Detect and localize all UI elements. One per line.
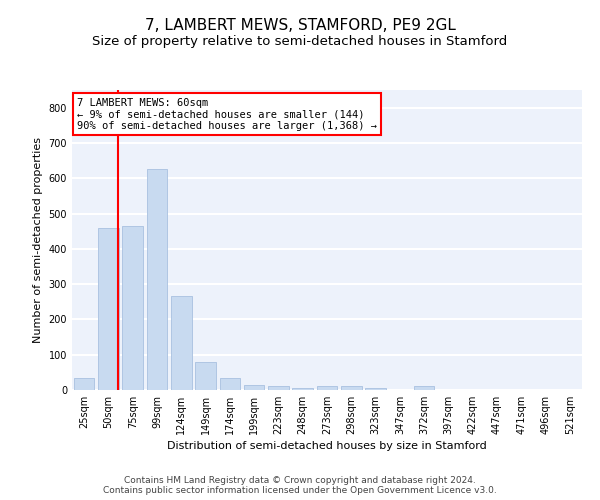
Bar (98, 228, 119, 390)
Bar (244, 384, 265, 390)
Text: 7 LAMBERT MEWS: 60sqm
← 9% of semi-detached houses are smaller (144)
90% of semi: 7 LAMBERT MEWS: 60sqm ← 9% of semi-detac… (77, 98, 377, 130)
Bar (122, 226, 143, 390)
Text: 7, LAMBERT MEWS, STAMFORD, PE9 2GL: 7, LAMBERT MEWS, STAMFORD, PE9 2GL (145, 18, 455, 32)
Y-axis label: Number of semi-detached properties: Number of semi-detached properties (33, 137, 43, 343)
Bar (74, 378, 94, 390)
Bar (341, 386, 362, 390)
Bar (268, 386, 289, 390)
Bar (365, 388, 386, 390)
Bar (171, 296, 191, 390)
X-axis label: Distribution of semi-detached houses by size in Stamford: Distribution of semi-detached houses by … (167, 441, 487, 451)
Bar (195, 362, 216, 390)
Bar (220, 378, 240, 390)
Bar (317, 386, 337, 390)
Bar (414, 386, 434, 390)
Text: Size of property relative to semi-detached houses in Stamford: Size of property relative to semi-detach… (92, 35, 508, 48)
Text: Contains HM Land Registry data © Crown copyright and database right 2024.
Contai: Contains HM Land Registry data © Crown c… (103, 476, 497, 495)
Bar (146, 170, 167, 390)
Bar (292, 388, 313, 390)
